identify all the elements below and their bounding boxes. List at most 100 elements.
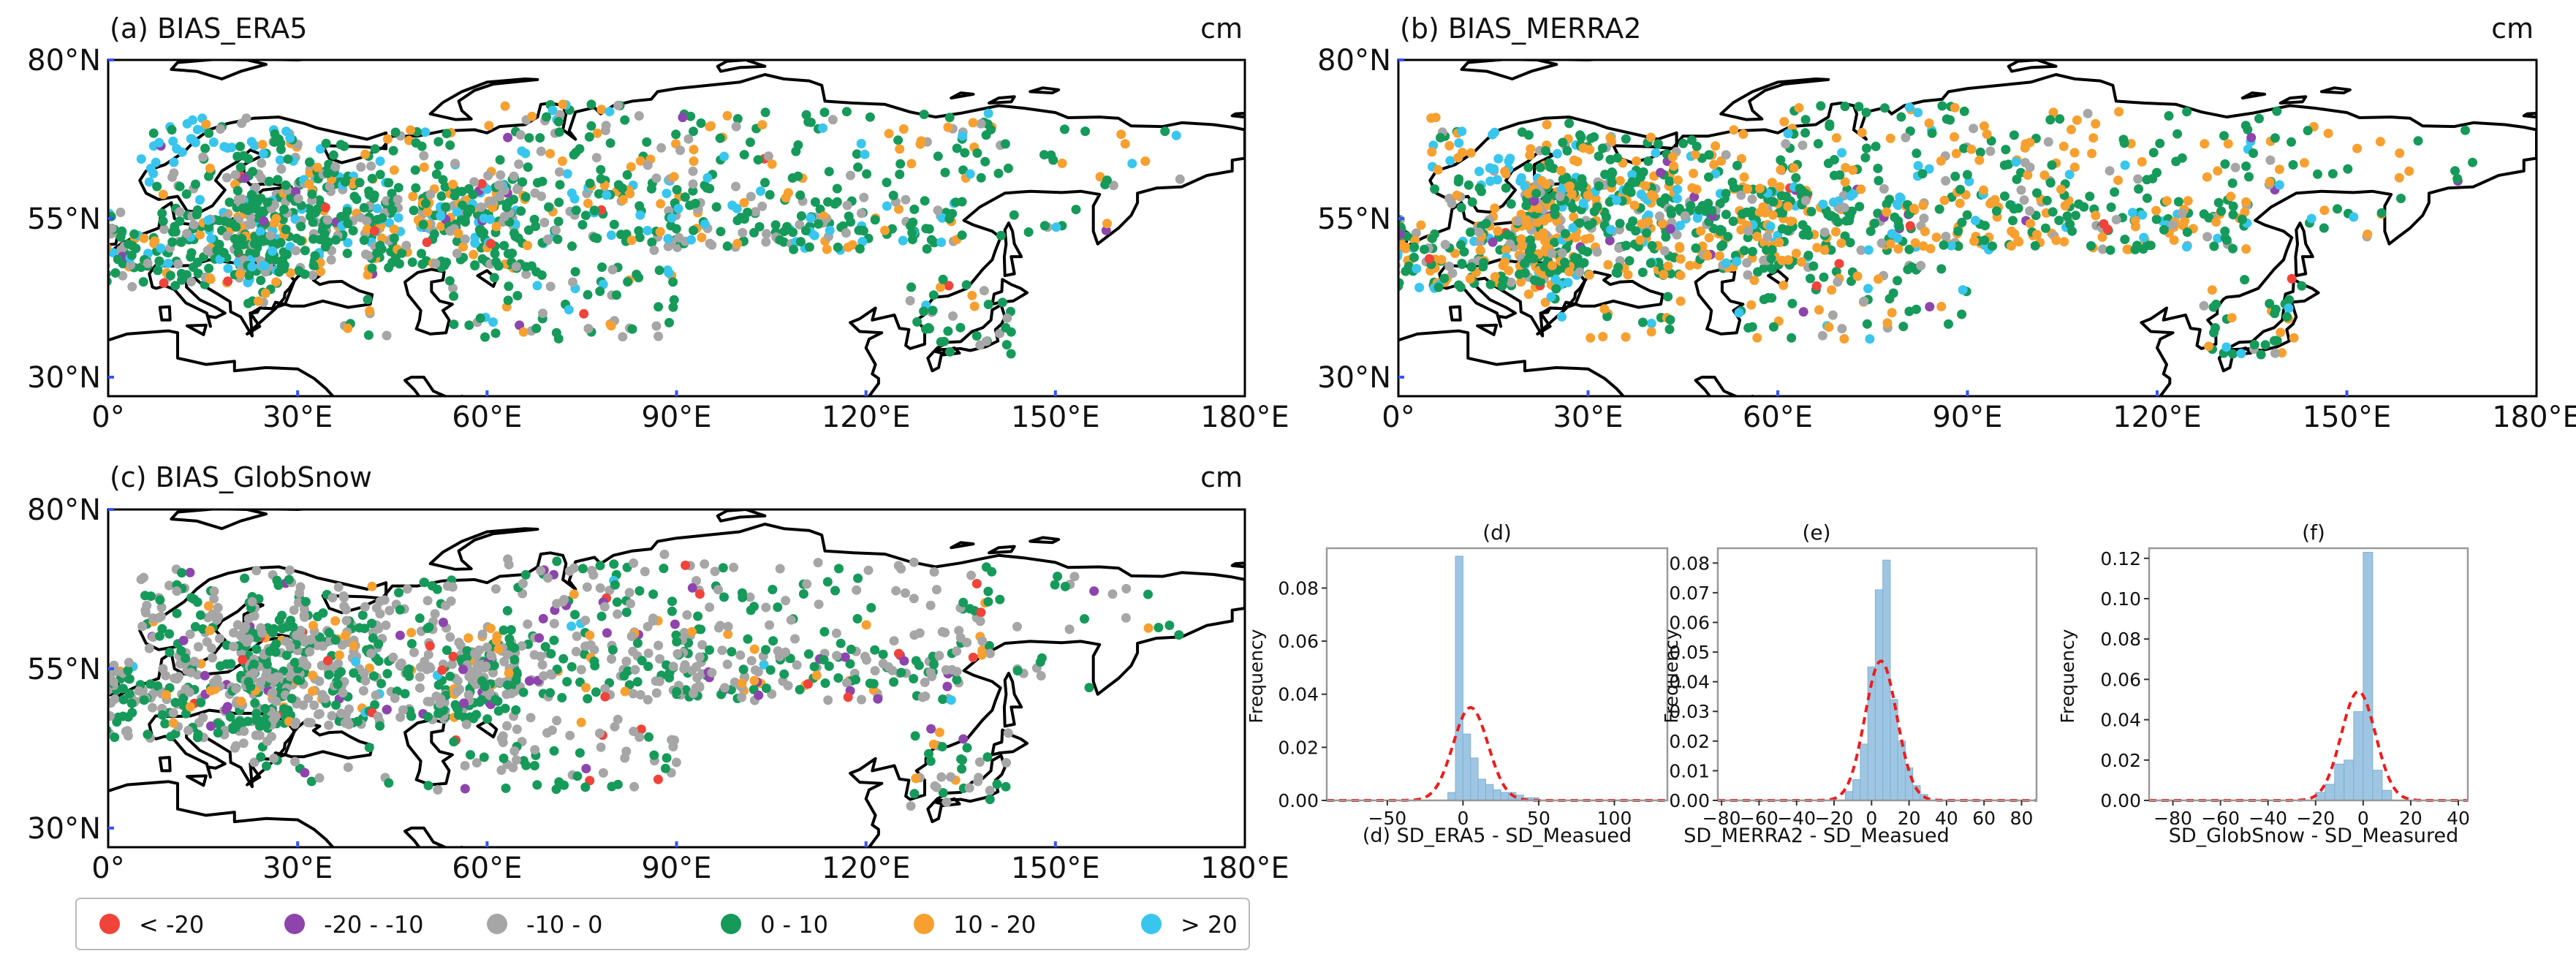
station-point: [1466, 262, 1477, 272]
station-point: [452, 236, 462, 246]
station-point: [768, 636, 779, 646]
station-point: [654, 331, 664, 341]
station-point: [1621, 332, 1631, 342]
station-point: [501, 783, 511, 793]
station-point: [359, 235, 369, 246]
station-point: [454, 637, 464, 648]
station-point: [909, 674, 919, 683]
station-point: [1516, 277, 1526, 287]
station-points: [108, 549, 1184, 811]
station-point: [333, 582, 344, 592]
station-point: [1876, 238, 1887, 249]
station-point: [1637, 268, 1648, 278]
station-point: [2249, 148, 2259, 159]
station-point: [606, 321, 616, 331]
station-point: [1647, 240, 1657, 251]
station-point: [126, 698, 137, 708]
station-point: [327, 593, 338, 603]
station-point: [618, 332, 628, 342]
station-point: [537, 192, 547, 201]
station-point: [1666, 268, 1675, 279]
station-point: [976, 173, 986, 183]
station-point: [499, 753, 509, 763]
station-point: [1490, 272, 1500, 282]
station-point: [1723, 232, 1733, 242]
station-point: [1789, 163, 1799, 173]
histogram-bar: [1493, 789, 1501, 801]
station-point: [260, 288, 270, 298]
station-point: [182, 118, 192, 129]
station-point: [1827, 211, 1837, 221]
station-point: [1569, 212, 1579, 222]
station-point: [517, 641, 527, 651]
station-point: [240, 173, 250, 183]
station-point: [108, 243, 112, 252]
station-point: [2182, 242, 2192, 252]
station-point: [937, 742, 947, 751]
station-point: [2130, 244, 2140, 254]
station-point: [729, 562, 739, 572]
station-point: [521, 269, 531, 279]
station-point: [1656, 167, 1666, 178]
station-point: [1594, 151, 1604, 162]
station-point: [625, 189, 635, 199]
station-point: [308, 621, 318, 631]
y-tick-label: 80°N: [27, 493, 101, 527]
station-point: [458, 664, 468, 675]
station-point: [1950, 132, 1959, 142]
station-point: [1783, 129, 1793, 139]
station-point: [1732, 161, 1742, 170]
station-point: [1492, 175, 1502, 185]
station-point: [1645, 132, 1656, 143]
station-point: [523, 162, 533, 173]
station-point: [823, 695, 833, 705]
histogram-bar: [1462, 733, 1471, 801]
station-point: [1958, 285, 1968, 295]
station-point: [499, 625, 509, 635]
station-point: [2288, 160, 2298, 170]
station-point: [1689, 168, 1699, 178]
station-point: [259, 216, 269, 226]
station-point: [352, 716, 363, 727]
station-point: [1942, 114, 1952, 124]
station-point: [965, 169, 975, 179]
station-point: [957, 230, 967, 240]
station-point: [961, 280, 971, 290]
station-point: [1520, 268, 1530, 278]
station-point: [480, 332, 490, 342]
station-point: [1767, 178, 1777, 188]
station-point: [933, 205, 943, 216]
station-point: [479, 752, 489, 762]
station-point: [477, 178, 487, 189]
station-point: [664, 672, 675, 683]
station-point: [542, 573, 553, 583]
station-point: [178, 635, 189, 645]
station-point: [2352, 143, 2363, 154]
station-point: [1550, 238, 1559, 248]
station-point: [1529, 196, 1539, 206]
station-point: [511, 705, 521, 715]
station-point: [1739, 246, 1749, 256]
station-point: [2110, 187, 2120, 197]
station-point: [1924, 164, 1934, 174]
station-point: [2169, 235, 2179, 245]
station-point: [2019, 195, 2029, 205]
histogram-bar: [1874, 589, 1884, 801]
station-point: [1781, 139, 1791, 149]
station-point: [1621, 240, 1632, 251]
station-point: [976, 607, 986, 618]
station-point: [2047, 160, 2057, 170]
station-point: [688, 186, 698, 196]
station-point: [2119, 138, 2129, 148]
station-point: [832, 183, 842, 194]
station-point: [2272, 106, 2282, 116]
station-point: [208, 137, 219, 148]
station-point: [830, 586, 840, 596]
station-point: [1575, 267, 1585, 277]
station-point: [257, 235, 268, 245]
station-point: [368, 671, 379, 681]
station-point: [1538, 228, 1548, 238]
station-point: [1974, 155, 1985, 165]
station-point: [2142, 193, 2152, 203]
station-point: [1714, 251, 1724, 261]
